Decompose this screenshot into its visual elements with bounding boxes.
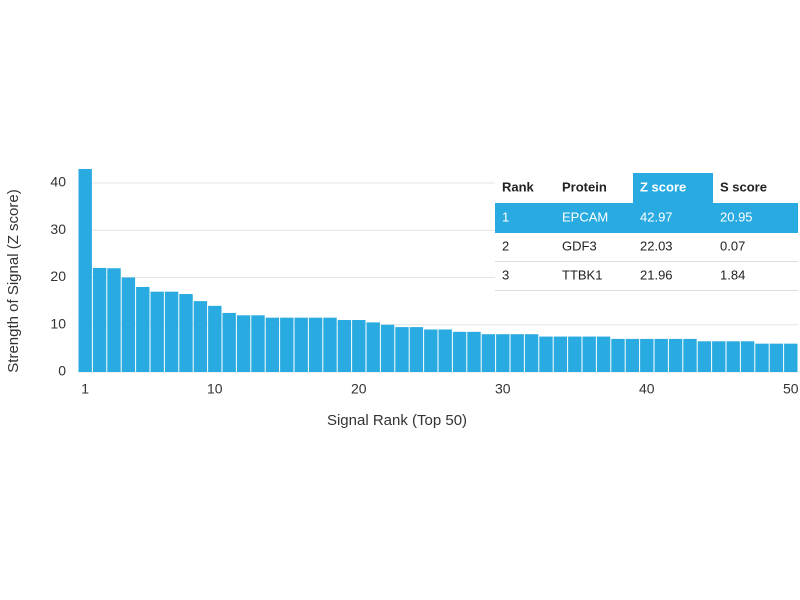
bar	[236, 315, 251, 372]
bar	[366, 322, 380, 372]
table-cell: 0.07	[720, 238, 745, 253]
bar	[524, 334, 539, 372]
bar	[164, 291, 179, 372]
bar	[553, 336, 568, 372]
bar	[265, 317, 280, 372]
bar	[395, 327, 409, 372]
x-tick-label: 40	[639, 381, 655, 397]
table-header: Rank	[502, 179, 535, 194]
bar	[640, 338, 654, 372]
bar	[712, 341, 726, 372]
table-cell: 22.03	[640, 238, 673, 253]
bar	[668, 338, 683, 372]
table-cell: 20.95	[720, 209, 753, 224]
y-axis-label: Strength of Signal (Z score)	[5, 189, 22, 372]
row-highlight	[495, 203, 798, 233]
y-tick-label: 20	[50, 268, 66, 284]
bar	[179, 294, 193, 372]
bar	[92, 267, 107, 372]
x-tick-label: 30	[495, 381, 511, 397]
bar	[323, 317, 337, 372]
bar	[452, 331, 467, 372]
bar	[337, 320, 352, 372]
y-tick-label: 10	[50, 315, 66, 331]
table-header: S score	[720, 179, 767, 194]
header-highlight	[633, 173, 713, 203]
bar	[726, 341, 740, 372]
table-cell: 3	[502, 267, 509, 282]
table-cell: 2	[502, 238, 509, 253]
y-tick-label: 40	[50, 174, 66, 190]
bar	[136, 286, 150, 372]
bar	[193, 301, 208, 372]
bar	[208, 305, 222, 372]
x-tick-label: 10	[207, 381, 223, 397]
table-cell: 1	[502, 209, 509, 224]
bar	[424, 329, 438, 372]
bar	[280, 317, 294, 372]
bar	[755, 343, 769, 372]
bar	[467, 331, 481, 372]
bar	[294, 317, 308, 372]
bar	[697, 341, 712, 372]
bar	[150, 291, 164, 372]
x-axis-label: Signal Rank (Top 50)	[327, 412, 467, 429]
y-tick-label: 30	[50, 221, 66, 237]
bar	[481, 334, 496, 372]
bar	[438, 329, 452, 372]
bar	[380, 324, 395, 372]
table-cell: 21.96	[640, 267, 673, 282]
x-tick-label: 20	[351, 381, 367, 397]
bar	[740, 341, 755, 372]
bar	[308, 317, 323, 372]
table-cell: GDF3	[562, 238, 597, 253]
x-tick-label: 1	[81, 381, 89, 397]
table-cell: TTBK1	[562, 267, 602, 282]
bar	[251, 315, 265, 372]
bar	[625, 338, 640, 372]
bar	[78, 168, 92, 372]
bar	[683, 338, 697, 372]
table-header: Z score	[640, 179, 686, 194]
bar	[596, 336, 611, 372]
bar	[539, 336, 553, 372]
bar	[654, 338, 668, 372]
bar	[107, 268, 121, 372]
table-cell: 42.97	[640, 209, 673, 224]
bar	[222, 312, 236, 372]
table-header: Protein	[562, 179, 607, 194]
bar	[409, 327, 424, 372]
bar	[496, 334, 510, 372]
bar	[352, 320, 366, 372]
bar	[582, 336, 596, 372]
x-tick-label: 50	[783, 381, 799, 397]
table-cell: 1.84	[720, 267, 745, 282]
y-tick-label: 0	[58, 363, 66, 379]
bar	[510, 334, 524, 372]
bar	[611, 338, 625, 372]
bar	[769, 343, 784, 372]
bar	[784, 343, 798, 372]
bar	[121, 277, 136, 372]
table-cell: EPCAM	[562, 209, 608, 224]
bar	[568, 336, 582, 372]
